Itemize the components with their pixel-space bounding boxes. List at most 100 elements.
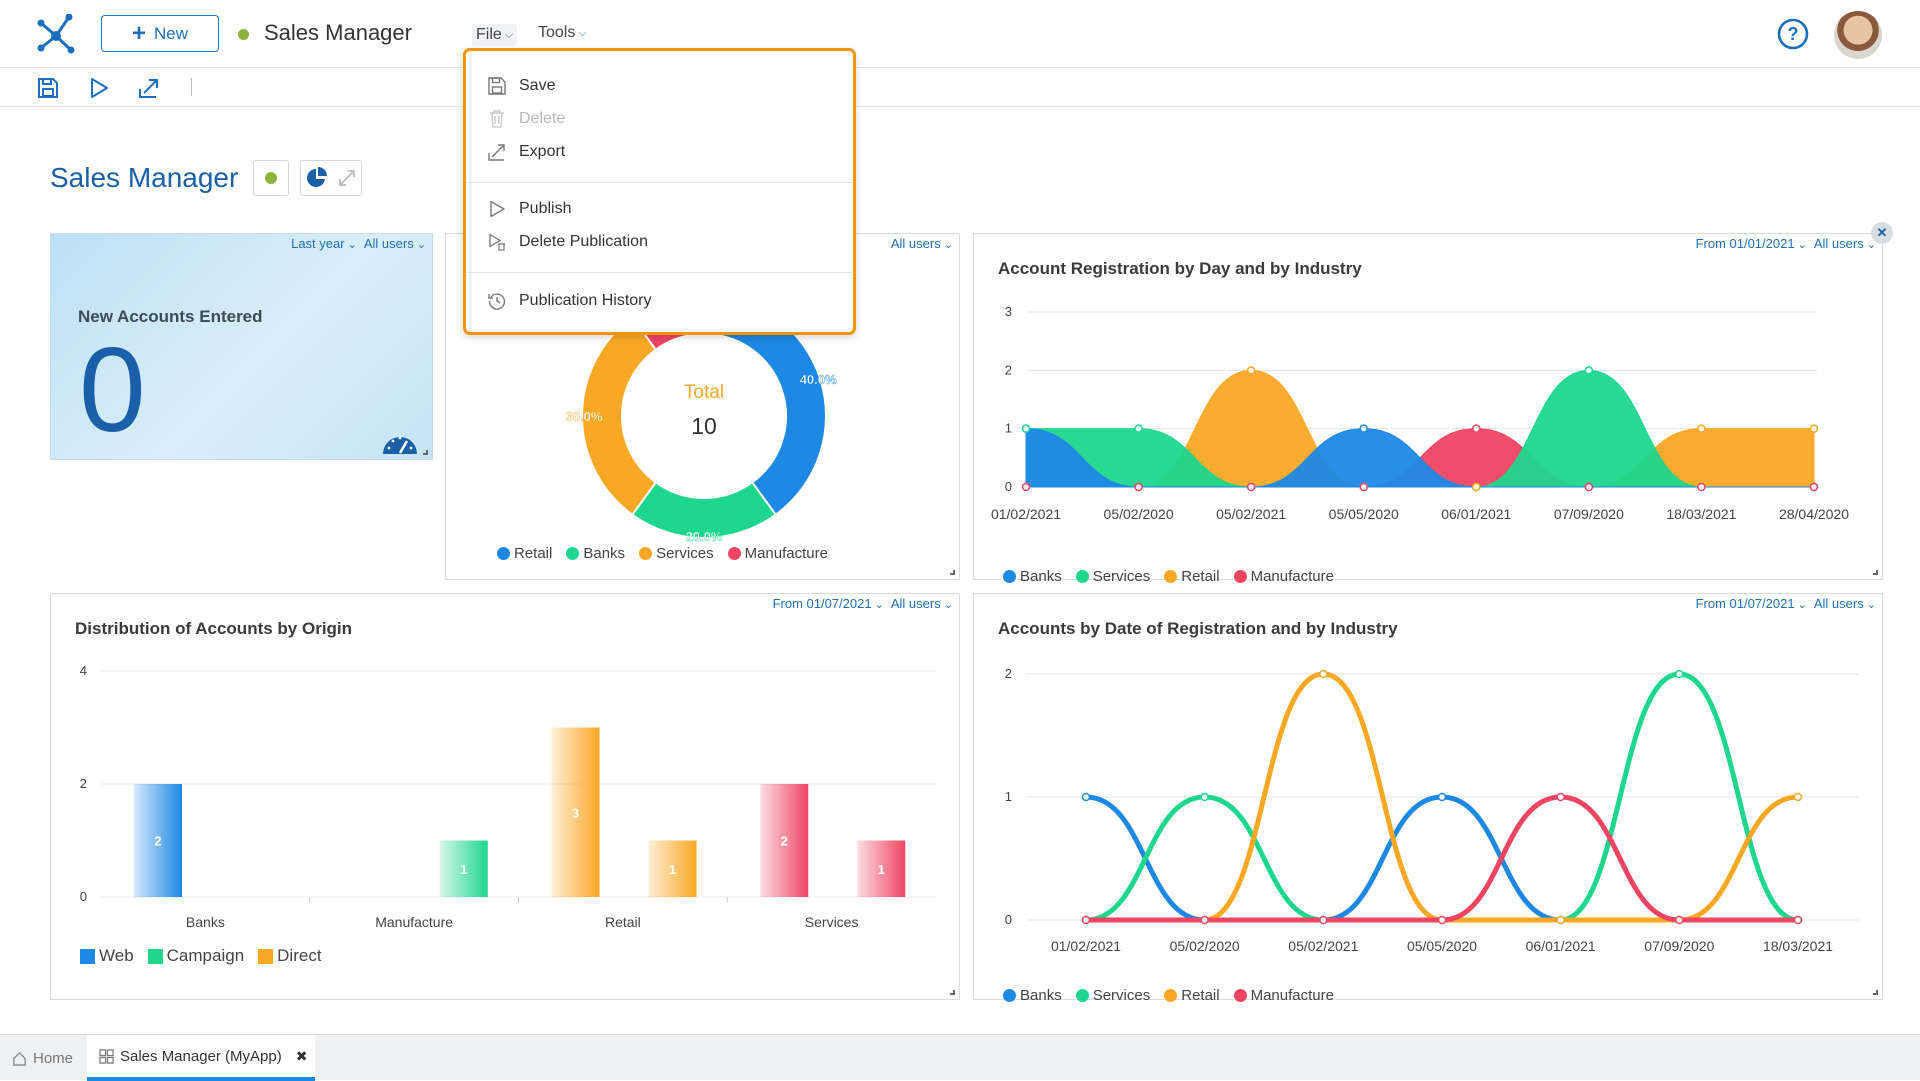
x-tick-label: 06/01/2021 bbox=[1441, 506, 1511, 522]
legend-item[interactable]: Services bbox=[639, 545, 714, 562]
legend-item[interactable]: Retail bbox=[497, 545, 552, 562]
x-tick-label: 05/05/2020 bbox=[1329, 506, 1399, 522]
legend-label: Manufacture bbox=[1250, 568, 1334, 585]
area-point bbox=[1246, 366, 1256, 375]
legend-item[interactable]: Manufacture bbox=[1233, 987, 1334, 1004]
menu-item-export[interactable]: Export bbox=[488, 143, 565, 161]
y-tick-label: 2 bbox=[1005, 362, 1012, 377]
bar-data-label: 2 bbox=[154, 834, 161, 849]
legend-swatch bbox=[147, 948, 163, 964]
x-tick-label: 18/03/2021 bbox=[1666, 506, 1736, 522]
resize-handle[interactable] bbox=[423, 450, 428, 455]
x-tick-label: Services bbox=[805, 914, 859, 930]
bar-banks bbox=[134, 784, 182, 897]
area-chart-title: Account Registration by Day and by Indus… bbox=[998, 259, 1362, 278]
donut-chart: 40.0% 20.0% 30.0% Total 10 bbox=[565, 292, 837, 544]
users-filter[interactable]: All users bbox=[1814, 236, 1876, 251]
top-bar: + New Sales Manager File ⌵ Tools ⌵ ? bbox=[0, 0, 1920, 68]
question-circle-icon[interactable]: ? bbox=[1777, 18, 1809, 50]
y-tick-label: 4 bbox=[80, 663, 87, 678]
legend-item[interactable]: Direct bbox=[258, 946, 322, 966]
line-chart-card: From 01/07/2021 All users Accounts by Da… bbox=[973, 593, 1883, 1004]
legend-swatch bbox=[258, 948, 274, 964]
area-point bbox=[1021, 482, 1031, 492]
save-icon bbox=[488, 77, 506, 95]
expand-icon[interactable] bbox=[337, 168, 357, 188]
area-point bbox=[1584, 482, 1594, 492]
legend-item[interactable]: Retail bbox=[1164, 568, 1220, 585]
users-filter[interactable]: All users bbox=[1814, 596, 1876, 611]
legend-item[interactable]: Services bbox=[1075, 987, 1150, 1004]
date-filter[interactable]: From 01/07/2021 bbox=[1696, 596, 1807, 611]
pie-chart-icon[interactable] bbox=[305, 166, 329, 190]
line-point bbox=[1556, 792, 1565, 802]
save-icon[interactable] bbox=[37, 77, 59, 99]
legend-label: Manufacture bbox=[1250, 987, 1334, 1004]
app-logo-icon[interactable] bbox=[36, 14, 76, 54]
tab-home[interactable]: Home bbox=[12, 1035, 73, 1081]
legend-item[interactable]: Banks bbox=[1003, 568, 1062, 585]
resize-handle[interactable] bbox=[950, 570, 955, 575]
bar-services bbox=[760, 784, 809, 897]
x-tick-label: 05/02/2020 bbox=[1170, 938, 1240, 954]
secondary-toolbar bbox=[0, 68, 1920, 107]
legend-item[interactable]: Retail bbox=[1164, 987, 1220, 1004]
bar-retail bbox=[551, 727, 600, 897]
legend-item[interactable]: Manufacture bbox=[1233, 568, 1334, 585]
users-filter[interactable]: All users bbox=[891, 236, 953, 251]
tab-sales-manager[interactable]: Sales Manager (MyApp) ✖ bbox=[87, 1035, 315, 1081]
line-chart-title: Accounts by Date of Registration and by … bbox=[998, 619, 1398, 638]
export-icon[interactable] bbox=[138, 77, 160, 99]
legend-label: Retail bbox=[1181, 568, 1220, 585]
date-filter[interactable]: From 01/01/2021 bbox=[1696, 236, 1807, 251]
period-filter[interactable]: Last year bbox=[291, 236, 357, 251]
legend-item[interactable]: Banks bbox=[1003, 987, 1062, 1004]
new-button[interactable]: + New bbox=[101, 15, 219, 52]
close-card-button[interactable]: ✕ bbox=[1871, 222, 1893, 244]
legend-swatch bbox=[1075, 570, 1089, 583]
x-tick-label: 01/02/2021 bbox=[991, 506, 1061, 522]
bar-chart-title: Distribution of Accounts by Origin bbox=[75, 619, 353, 638]
menu-separator bbox=[466, 272, 853, 273]
status-indicator-button[interactable] bbox=[253, 160, 289, 196]
legend-item[interactable]: Manufacture bbox=[727, 545, 828, 562]
line-point bbox=[1675, 915, 1684, 925]
menu-tools[interactable]: Tools ⌵ bbox=[538, 24, 587, 41]
resize-handle[interactable] bbox=[1873, 570, 1878, 575]
bar-data-label: 1 bbox=[669, 862, 676, 877]
legend-item[interactable]: Banks bbox=[566, 545, 625, 562]
play-icon[interactable] bbox=[88, 77, 110, 99]
legend-label: Banks bbox=[1020, 568, 1062, 585]
resize-handle[interactable] bbox=[1873, 990, 1878, 995]
date-filter[interactable]: From 01/07/2021 bbox=[773, 596, 884, 611]
legend-swatch bbox=[1003, 570, 1016, 583]
menu-item-delete-publication[interactable]: Delete Publication bbox=[488, 233, 648, 251]
menu-item-publication-history[interactable]: Publication History bbox=[488, 292, 652, 310]
chevron-down-icon: ⌵ bbox=[578, 26, 587, 39]
x-tick-label: 05/02/2020 bbox=[1104, 506, 1174, 522]
menu-item-save[interactable]: Save bbox=[488, 77, 555, 95]
legend-item[interactable]: Services bbox=[1075, 568, 1150, 585]
menu-item-publish[interactable]: Publish bbox=[488, 200, 571, 218]
donut-legend: Retail Banks Services Manufacture bbox=[497, 545, 828, 562]
menu-file[interactable]: File ⌵ bbox=[472, 24, 518, 46]
donut-filters: All users bbox=[891, 236, 953, 251]
y-tick-label: 1 bbox=[1005, 421, 1012, 436]
avatar[interactable] bbox=[1834, 11, 1882, 59]
bar-data-label: 1 bbox=[460, 862, 467, 877]
bar-legend: Web Campaign Direct bbox=[80, 946, 322, 966]
line-point bbox=[1319, 669, 1328, 679]
page-title: Sales Manager bbox=[50, 162, 239, 193]
new-button-label: New bbox=[154, 23, 189, 43]
bar-retail bbox=[648, 840, 697, 897]
users-filter[interactable]: All users bbox=[891, 596, 953, 611]
y-tick-label: 0 bbox=[1005, 479, 1012, 494]
resize-handle[interactable] bbox=[950, 990, 955, 995]
legend-item[interactable]: Campaign bbox=[147, 946, 244, 966]
legend-swatch bbox=[1003, 989, 1016, 1002]
users-filter[interactable]: All users bbox=[364, 236, 426, 251]
area-point bbox=[1021, 424, 1031, 433]
legend-swatch bbox=[1233, 989, 1247, 1002]
close-tab-icon[interactable]: ✖ bbox=[295, 1047, 308, 1064]
legend-item[interactable]: Web bbox=[80, 946, 134, 966]
